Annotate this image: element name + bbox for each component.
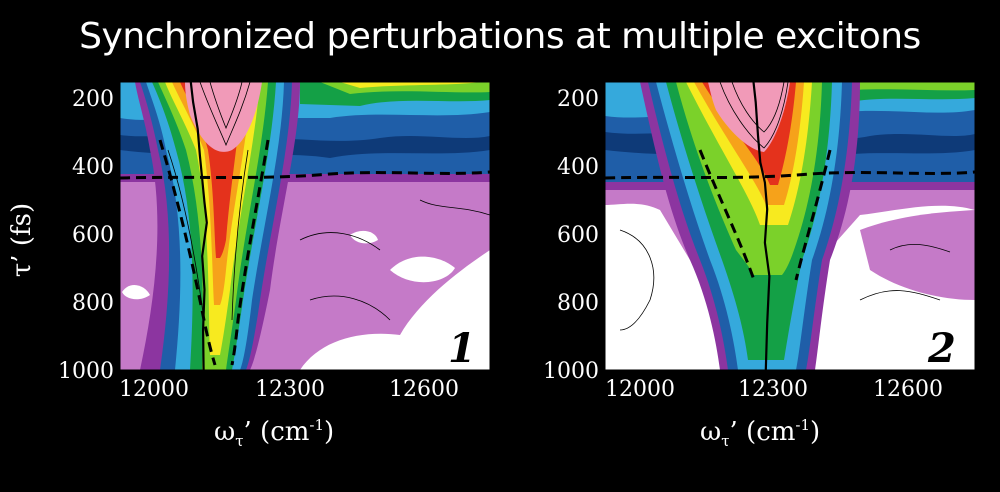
panel-1-y-ticks: 200 400 600 800 1000 [58,87,114,384]
panel-1-peak-ridge [189,81,208,371]
x-tick-label: 12600 [873,377,943,402]
y-tick-label: 200 [72,87,114,112]
panel-1-label: 1 [448,325,476,372]
x-tick-label: 12300 [255,377,325,402]
y-tick-label: 1000 [543,359,599,384]
panel-2: 2 200 400 600 800 1000 12000 12300 12600… [543,81,976,450]
panel-1-x-ticks: 12000 12300 12600 [119,377,459,402]
panel-2-y-ticks: 200 400 600 800 1000 [543,87,599,384]
y-tick-label: 800 [557,291,599,316]
x-tick-label: 12300 [738,377,808,402]
y-tick-label: 1000 [58,359,114,384]
x-tick-label: 12600 [389,377,459,402]
panel-2-peak-ridge [752,81,771,371]
x-tick-label: 12000 [119,377,189,402]
y-axis-label: τ’ (fs) [7,203,37,277]
panel-2-x-ticks: 12000 12300 12600 [605,377,943,402]
y-tick-label: 400 [557,155,599,180]
y-tick-label: 600 [72,223,114,248]
y-tick-label: 600 [557,223,599,248]
x-tick-label: 12000 [605,377,675,402]
y-tick-label: 400 [72,155,114,180]
y-tick-label: 800 [72,291,114,316]
panel-1-heatmap [120,82,490,370]
figure-title: Synchronized perturbations at multiple e… [79,16,921,57]
y-tick-label: 200 [557,87,599,112]
panel-1-x-axis-label: ωτ’ (cm-1) [214,416,334,450]
panel-2-heatmap [605,82,975,370]
panel-2-x-axis-label: ωτ’ (cm-1) [700,416,820,450]
panel-1: 1 200 400 600 800 1000 12000 12300 12600… [58,81,491,450]
panel-2-label: 2 [927,325,956,372]
